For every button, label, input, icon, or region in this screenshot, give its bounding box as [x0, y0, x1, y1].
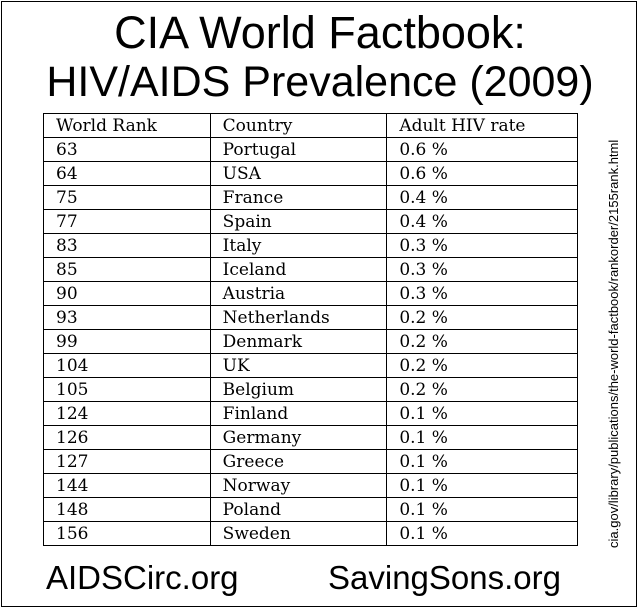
cell-world-rank: 99 [43, 329, 211, 354]
cell-adult-hiv-rate: 0.4 % [386, 185, 578, 210]
cell-world-rank: 83 [43, 233, 211, 258]
cell-country: USA [209, 161, 388, 186]
cell-adult-hiv-rate: 0.6 % [386, 137, 578, 162]
table-row: 63 Portugal 0.6 % [43, 137, 578, 162]
header-country: Country [209, 113, 388, 138]
cell-country: Belgium [209, 377, 388, 402]
cell-adult-hiv-rate: 0.2 % [386, 305, 578, 330]
table-row: 77 Spain 0.4 % [43, 209, 578, 234]
table-header-row: World Rank Country Adult HIV rate [43, 113, 578, 138]
cell-world-rank: 75 [43, 185, 211, 210]
cell-world-rank: 90 [43, 281, 211, 306]
cell-world-rank: 124 [43, 401, 211, 426]
cell-country: Austria [209, 281, 388, 306]
cell-country: Italy [209, 233, 388, 258]
page-subtitle: HIV/AIDS Prevalence (2009) [46, 58, 594, 106]
table-row: 148 Poland 0.1 % [43, 497, 578, 522]
cell-adult-hiv-rate: 0.3 % [386, 281, 578, 306]
table-row: 64 USA 0.6 % [43, 161, 578, 186]
cell-country: UK [209, 353, 388, 378]
table-row: 75 France 0.4 % [43, 185, 578, 210]
table-row: 104 UK 0.2 % [43, 353, 578, 378]
table-body: 63 Portugal 0.6 % 64 USA 0.6 % 75 France 0.4 % 77… [43, 137, 578, 546]
cell-world-rank: 63 [43, 137, 211, 162]
cell-adult-hiv-rate: 0.4 % [386, 209, 578, 234]
cell-adult-hiv-rate: 0.2 % [386, 353, 578, 378]
table-row: 90 Austria 0.3 % [43, 281, 578, 306]
footer-site-aidscirc: AIDSCirc.org [46, 559, 239, 596]
cell-country: Spain [209, 209, 388, 234]
cell-country: Denmark [209, 329, 388, 354]
cell-world-rank: 105 [43, 377, 211, 402]
cell-country: Norway [209, 473, 388, 498]
source-url: cia.gov/library/publications/the-world-f… [606, 139, 621, 548]
table-row: 124 Finland 0.1 % [43, 401, 578, 426]
cell-world-rank: 144 [43, 473, 211, 498]
page-title: CIA World Factbook: [114, 7, 526, 58]
cell-adult-hiv-rate: 0.1 % [386, 401, 578, 426]
table-row: 126 Germany 0.1 % [43, 425, 578, 450]
cell-country: Portugal [209, 137, 388, 162]
cell-country: Iceland [209, 257, 388, 282]
cell-world-rank: 93 [43, 305, 211, 330]
cell-world-rank: 127 [43, 449, 211, 474]
cell-world-rank: 77 [43, 209, 211, 234]
cell-world-rank: 126 [43, 425, 211, 450]
table-row: 156 Sweden 0.1 % [43, 521, 578, 546]
cell-adult-hiv-rate: 0.2 % [386, 329, 578, 354]
cell-world-rank: 148 [43, 497, 211, 522]
cell-adult-hiv-rate: 0.1 % [386, 449, 578, 474]
cell-adult-hiv-rate: 0.3 % [386, 257, 578, 282]
cell-country: Poland [209, 497, 388, 522]
table-row: 93 Netherlands 0.2 % [43, 305, 578, 330]
cell-adult-hiv-rate: 0.1 % [386, 521, 578, 546]
cell-adult-hiv-rate: 0.6 % [386, 161, 578, 186]
cell-adult-hiv-rate: 0.1 % [386, 497, 578, 522]
cell-country: Netherlands [209, 305, 388, 330]
cell-country: Sweden [209, 521, 388, 546]
cell-adult-hiv-rate: 0.2 % [386, 377, 578, 402]
table-row: 85 Iceland 0.3 % [43, 257, 578, 282]
table-row: 144 Norway 0.1 % [43, 473, 578, 498]
header-adult-hiv-rate: Adult HIV rate [386, 113, 578, 138]
cell-world-rank: 64 [43, 161, 211, 186]
cell-world-rank: 104 [43, 353, 211, 378]
cell-country: Germany [209, 425, 388, 450]
footer-site-savingsons: SavingSons.org [328, 559, 561, 596]
table-row: 127 Greece 0.1 % [43, 449, 578, 474]
cell-country: Greece [209, 449, 388, 474]
cell-adult-hiv-rate: 0.1 % [386, 425, 578, 450]
header-world-rank: World Rank [43, 113, 211, 138]
table-row: 105 Belgium 0.2 % [43, 377, 578, 402]
table-row: 99 Denmark 0.2 % [43, 329, 578, 354]
cell-country: France [209, 185, 388, 210]
cell-adult-hiv-rate: 0.3 % [386, 233, 578, 258]
hiv-prevalence-table: World Rank Country Adult HIV rate 63 Port… [43, 113, 578, 546]
cell-world-rank: 156 [43, 521, 211, 546]
cell-adult-hiv-rate: 0.1 % [386, 473, 578, 498]
cell-country: Finland [209, 401, 388, 426]
table-row: 83 Italy 0.3 % [43, 233, 578, 258]
cell-world-rank: 85 [43, 257, 211, 282]
